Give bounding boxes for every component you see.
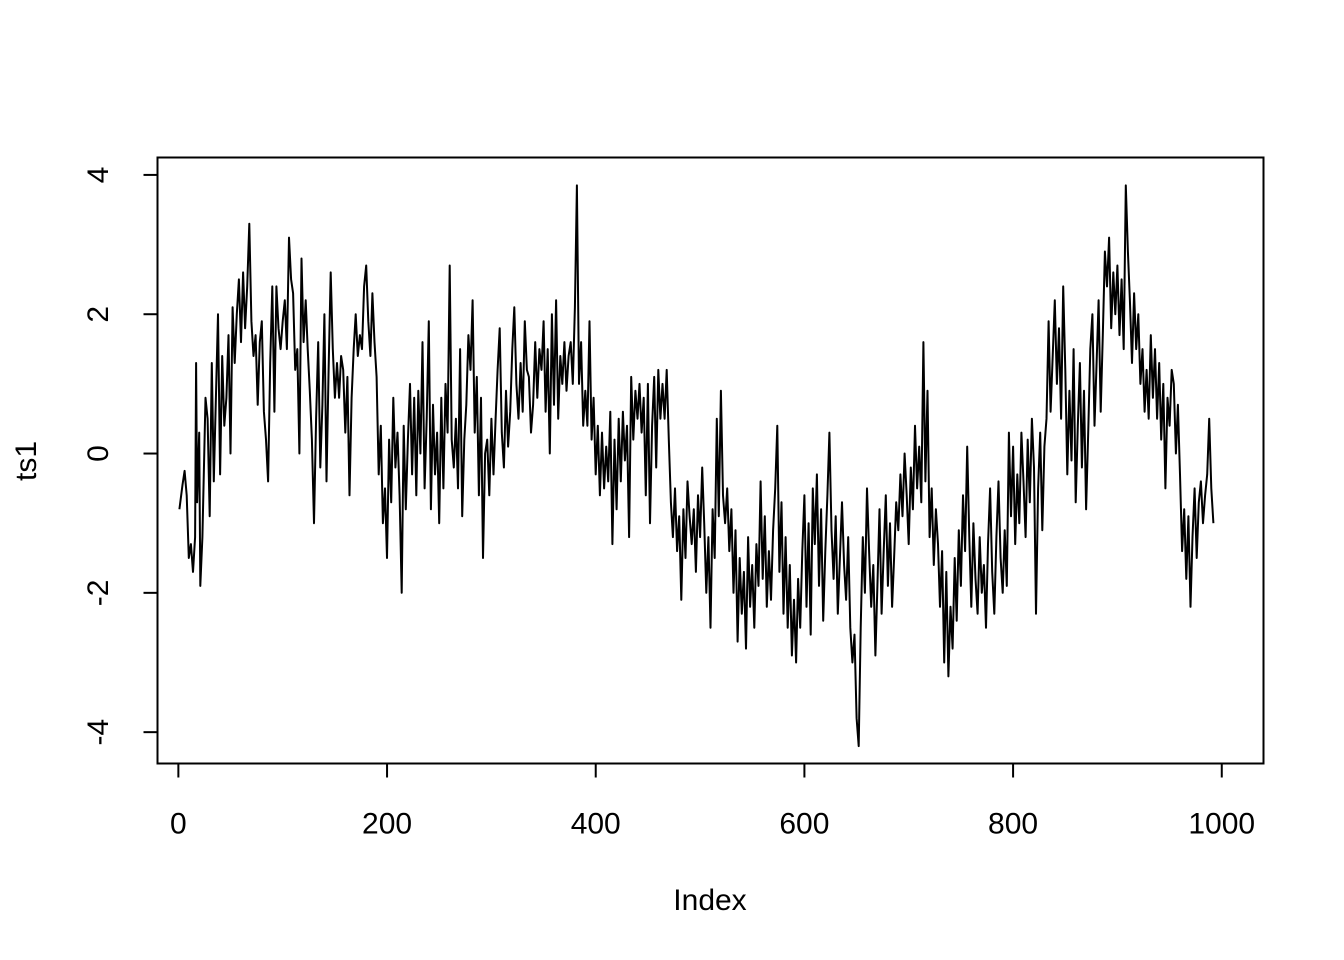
plot-frame (156, 156, 1265, 765)
y-tick-label: 0 (82, 445, 115, 462)
x-tick-label: 400 (571, 808, 621, 841)
x-axis-title: Index (673, 884, 746, 917)
y-tick-label: -4 (82, 719, 115, 746)
x-tick-label: 200 (362, 808, 412, 841)
y-axis: -4 -2 0 2 4 (82, 167, 159, 746)
series-layer (178, 184, 1215, 748)
x-tick-label: 0 (170, 808, 187, 841)
y-tick-label: 2 (82, 306, 115, 323)
x-tick-label: 600 (779, 808, 829, 841)
y-tick-label: 4 (82, 167, 115, 184)
y-axis-title: ts1 (10, 441, 43, 481)
series-line (178, 184, 1215, 748)
y-tick-label: -2 (82, 580, 115, 607)
x-tick-label: 800 (988, 808, 1038, 841)
x-axis: 0 200 400 600 800 1000 (170, 762, 1255, 841)
x-tick-label: 1000 (1188, 808, 1255, 841)
